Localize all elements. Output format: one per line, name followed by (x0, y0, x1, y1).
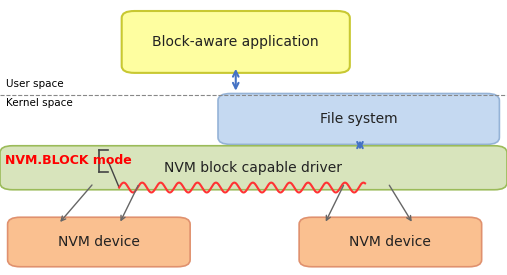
Text: Block-aware application: Block-aware application (153, 35, 319, 49)
FancyBboxPatch shape (0, 146, 507, 190)
Text: NVM.BLOCK mode: NVM.BLOCK mode (5, 154, 132, 167)
Text: NVM device: NVM device (58, 235, 140, 249)
FancyBboxPatch shape (122, 11, 350, 73)
FancyBboxPatch shape (8, 217, 190, 267)
FancyBboxPatch shape (218, 94, 499, 144)
Text: Kernel space: Kernel space (6, 98, 73, 108)
Text: User space: User space (6, 79, 64, 89)
Text: NVM block capable driver: NVM block capable driver (164, 161, 343, 175)
Text: NVM device: NVM device (349, 235, 431, 249)
FancyBboxPatch shape (299, 217, 482, 267)
Text: File system: File system (320, 112, 397, 126)
